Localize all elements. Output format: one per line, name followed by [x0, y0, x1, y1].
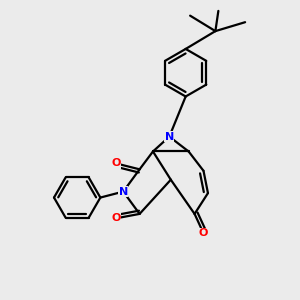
Text: O: O [111, 213, 121, 224]
Text: N: N [165, 132, 174, 142]
Text: O: O [111, 158, 121, 168]
Text: N: N [118, 187, 128, 196]
Text: O: O [199, 228, 208, 238]
